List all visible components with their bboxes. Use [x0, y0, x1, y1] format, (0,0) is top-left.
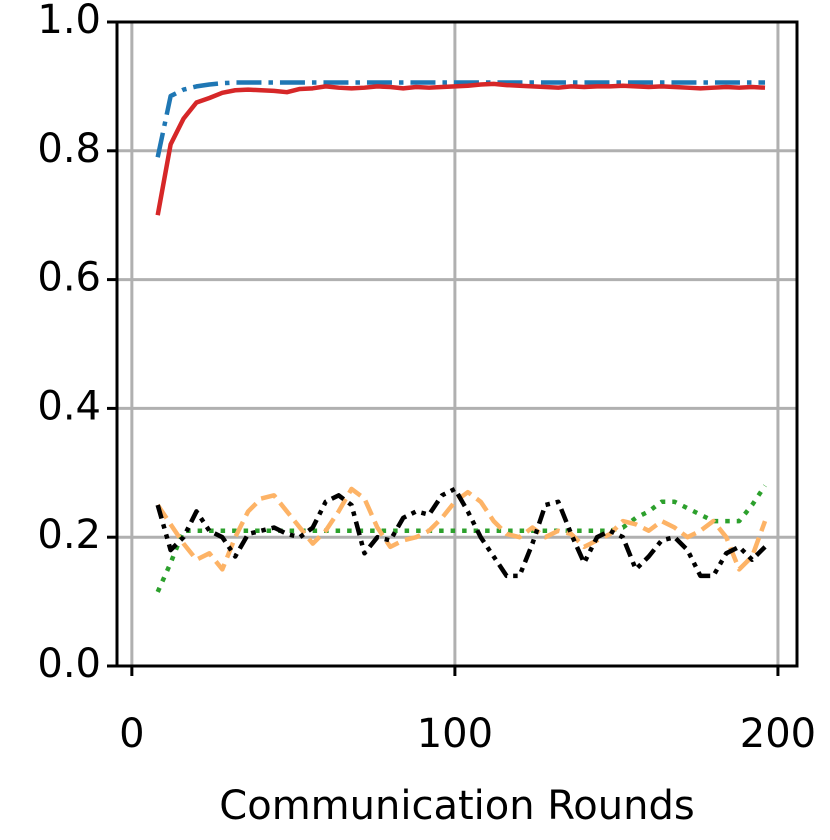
- x-tick-label: 100: [417, 711, 493, 757]
- y-tick-label: 0.8: [37, 126, 101, 172]
- y-tick-label: 1.0: [37, 0, 101, 43]
- plot-frame: [115, 20, 799, 668]
- x-axis-label: Communication Rounds: [219, 783, 694, 829]
- y-tick-label: 0.6: [37, 255, 101, 301]
- line: [155, 80, 766, 158]
- x-tick-label: 200: [740, 711, 816, 757]
- x-tick-label: 0: [119, 711, 144, 757]
- y-tick-label: 0.2: [37, 512, 101, 558]
- line: [155, 486, 767, 579]
- line: [155, 81, 766, 216]
- y-tick-label: 0.4: [37, 383, 101, 429]
- line: [155, 484, 767, 593]
- y-tick-label: 0.0: [37, 641, 101, 687]
